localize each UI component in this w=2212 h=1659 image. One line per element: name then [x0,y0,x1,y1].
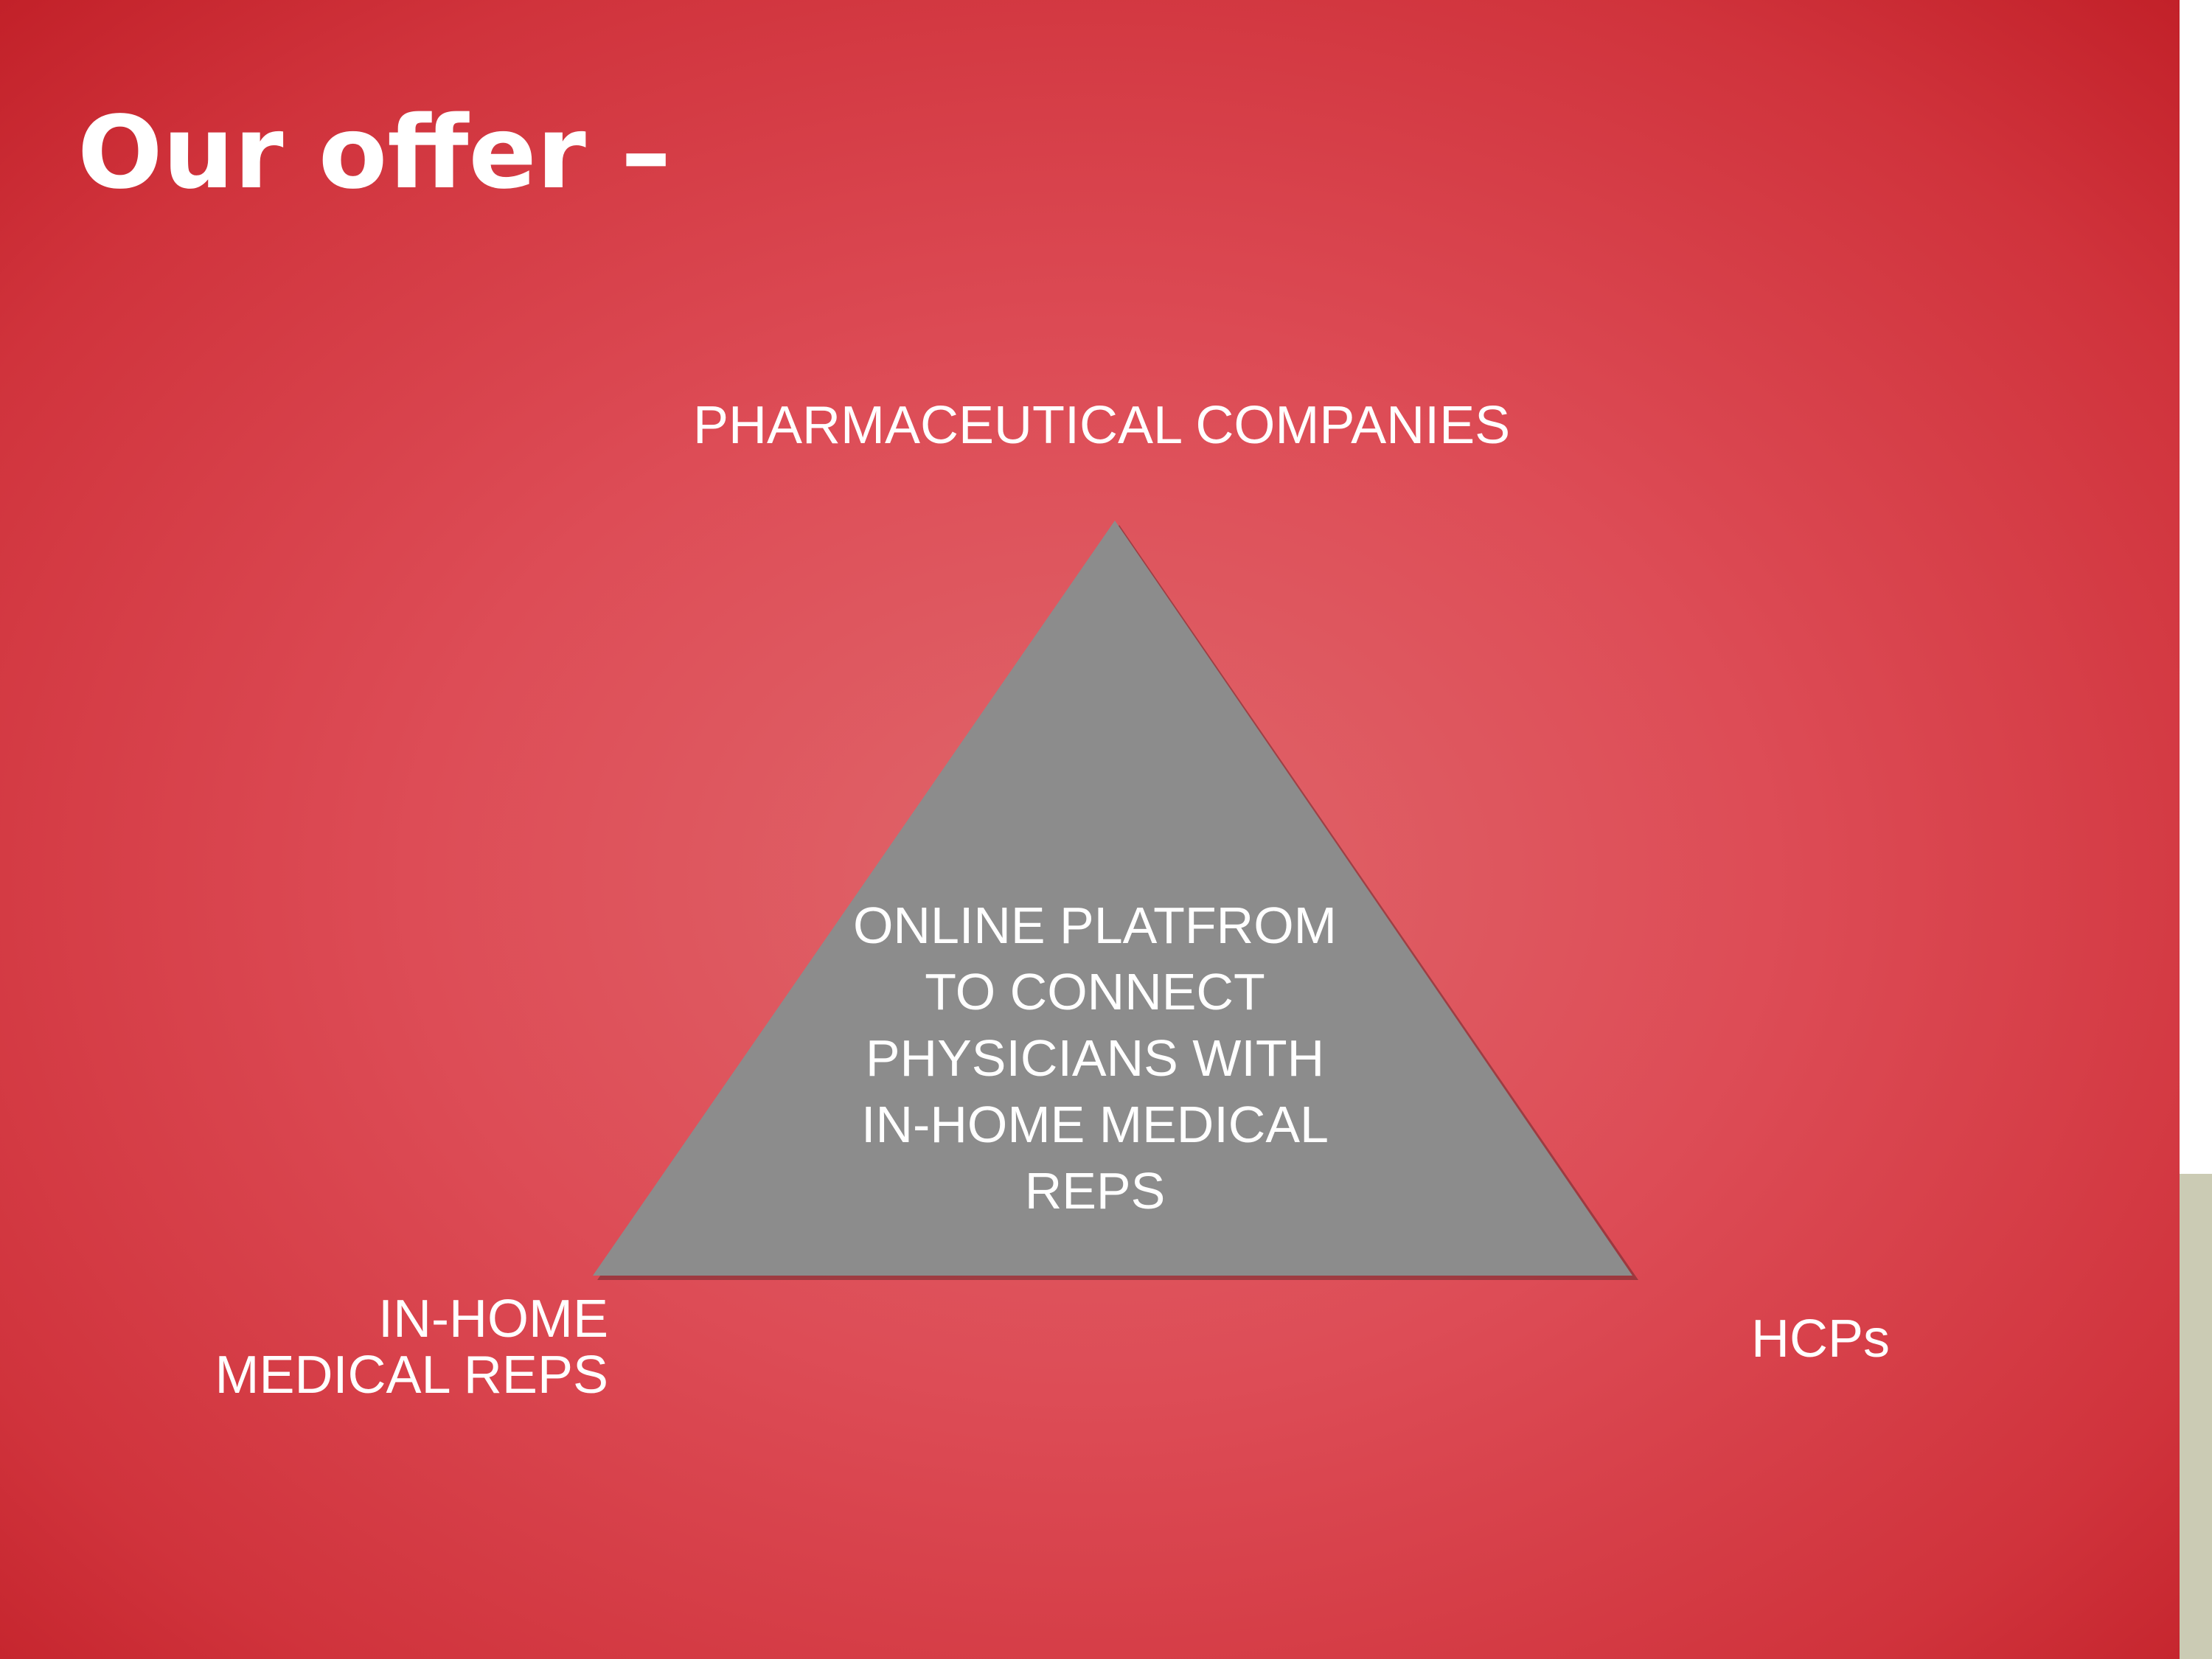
platform-line-4: IN-HOME MEDICAL [861,1096,1329,1153]
in-home-medical-reps-line-1: IN-HOME [378,1290,608,1349]
platform-line-3: PHYSICIANS WITH [865,1029,1325,1087]
platform-line-1: ONLINE PLATFROM [852,897,1337,954]
in-home-medical-reps-label: IN-HOME MEDICAL REPS [111,1290,608,1405]
hcps-label: HCPs [1751,1310,1891,1368]
slide-title: Our offer – [77,95,672,212]
pharmaceutical-companies-label: PHARMACEUTICAL COMPANIES [693,396,1511,455]
platform-description: ONLINE PLATFROM TO CONNECT PHYSICIANS WI… [822,892,1368,1224]
right-accent-bar [2180,1174,2212,1659]
in-home-medical-reps-line-2: MEDICAL REPS [215,1345,608,1405]
platform-line-2: TO CONNECT [925,963,1265,1020]
platform-triangle [593,521,1632,1276]
platform-line-5: REPS [1024,1162,1166,1220]
